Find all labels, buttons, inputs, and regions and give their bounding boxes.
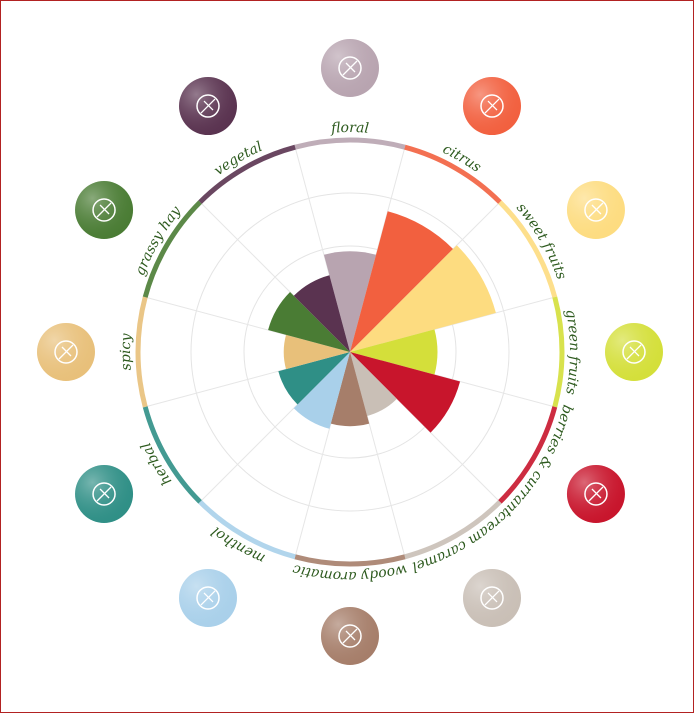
category-label-path: sweet fruits <box>513 200 569 282</box>
icon-glyph <box>92 198 116 222</box>
category-label: woody aromatic <box>291 561 409 584</box>
icon-glyph <box>92 482 116 506</box>
category-label-path: woody aromatic <box>291 561 409 584</box>
wedge <box>283 334 350 370</box>
ring-segment <box>498 406 558 504</box>
icon-glyph <box>480 586 504 610</box>
category-label: green fruits <box>562 308 582 396</box>
ring-segment <box>294 137 406 150</box>
icon-glyph-detail <box>96 486 112 502</box>
icon-glyph-detail <box>96 202 112 218</box>
ring-segment <box>294 554 406 567</box>
grid-circle <box>190 192 510 512</box>
category-label-path: floral <box>330 120 370 137</box>
icon-glyph-detail <box>342 60 358 76</box>
wedge <box>330 352 370 427</box>
icon-glyph-detail <box>588 202 604 218</box>
icon-glyph-detail <box>626 344 642 360</box>
wedge <box>278 352 350 405</box>
ring-segment <box>198 500 296 560</box>
grid-circle <box>243 245 457 459</box>
ring-segment <box>404 500 502 560</box>
icon-glyph <box>338 56 362 80</box>
icon-glyph-detail <box>484 590 500 606</box>
category-label-path: berries & currant <box>499 403 576 520</box>
wedge <box>350 352 397 416</box>
icon-glyph-detail <box>200 98 216 114</box>
ring-segment <box>135 296 148 408</box>
icon-glyph-detail <box>342 628 358 644</box>
wedge <box>323 251 377 352</box>
icon-glyph <box>54 340 78 364</box>
category-label: spicy <box>118 332 135 371</box>
wedge <box>350 211 454 352</box>
wedge <box>350 245 496 352</box>
category-label: sweet fruits <box>513 200 569 282</box>
icon-glyph <box>338 624 362 648</box>
icon-glyph <box>480 94 504 118</box>
category-label-path: green fruits <box>562 308 582 396</box>
icon-glyph <box>584 482 608 506</box>
category-label-path: cream caramel <box>410 508 511 575</box>
ring-segment <box>142 200 202 298</box>
icon-glyph-detail <box>58 344 74 360</box>
ring-segment <box>198 144 296 204</box>
wedge <box>350 329 438 375</box>
icon-glyph <box>622 340 646 364</box>
ring-segment <box>142 406 202 504</box>
icon-glyph <box>196 586 220 610</box>
category-label-path: spicy <box>118 332 135 371</box>
category-label: berries & currant <box>499 403 576 520</box>
ring-segment <box>404 144 502 204</box>
category-label: cream caramel <box>410 508 511 575</box>
category-label: floral <box>330 120 370 137</box>
icon-glyph-detail <box>484 98 500 114</box>
ring-segment <box>498 200 558 298</box>
wedge <box>350 352 461 433</box>
icon-glyph-detail <box>200 590 216 606</box>
icon-glyph <box>584 198 608 222</box>
wedge <box>293 352 350 429</box>
icon-glyph <box>196 94 220 118</box>
wedge <box>268 292 350 352</box>
icon-glyph-detail <box>588 486 604 502</box>
wedge <box>293 275 350 352</box>
ring-segment <box>552 296 565 408</box>
